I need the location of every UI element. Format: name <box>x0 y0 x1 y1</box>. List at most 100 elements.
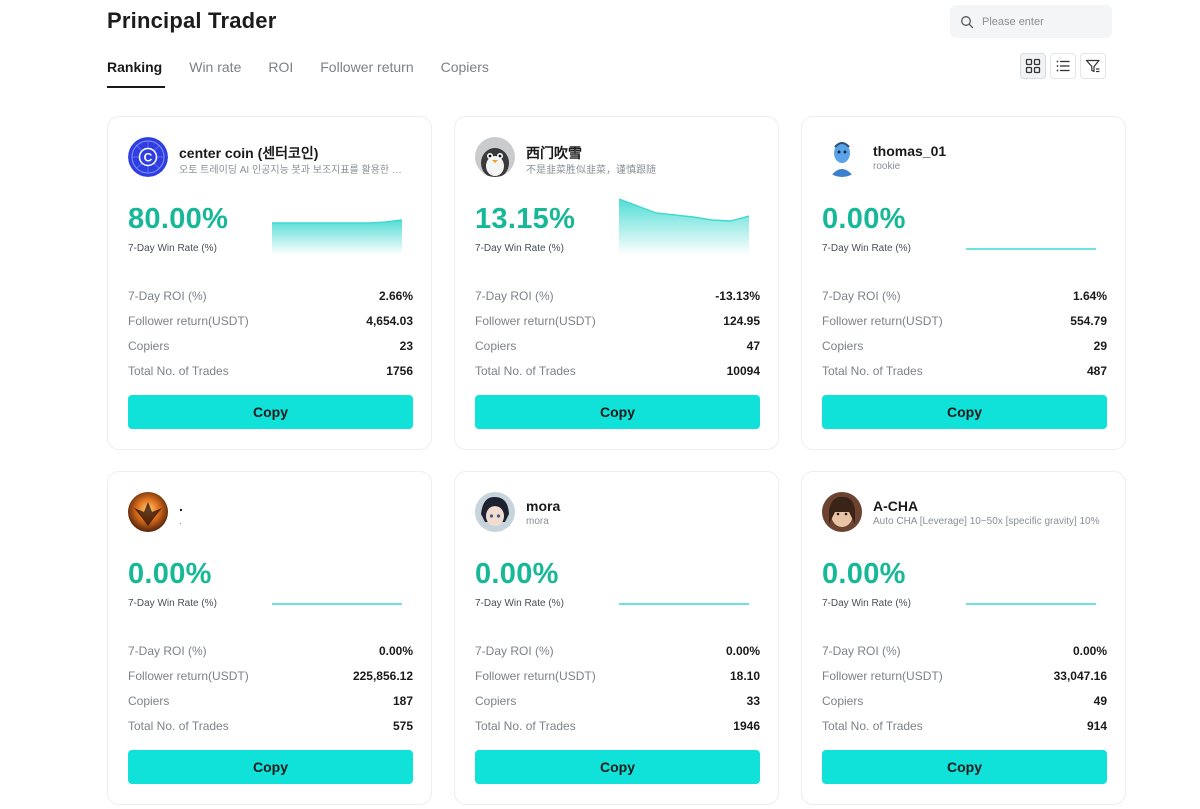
stat-label: Copiers <box>475 338 517 353</box>
copy-button[interactable]: Copy <box>128 750 413 784</box>
win-rate-label: 7-Day Win Rate (%) <box>822 243 911 254</box>
trader-card[interactable]: A-CHA Auto CHA [Leverage] 10~50x [specif… <box>801 471 1126 805</box>
win-rate-label: 7-Day Win Rate (%) <box>475 598 564 609</box>
tab-follower-return[interactable]: Follower return <box>320 59 414 75</box>
trader-name[interactable]: . <box>179 498 183 514</box>
stats-list: 7-Day ROI (%) 0.00% Follower return(USDT… <box>822 638 1107 739</box>
stat-label: Total No. of Trades <box>475 719 576 734</box>
trader-card[interactable]: . . 0.00% 7-Day Win Rate (%) 7-Day ROI (… <box>107 471 432 805</box>
blue-avatar-icon <box>822 137 862 177</box>
stat-label: Copiers <box>822 338 864 353</box>
search-box[interactable] <box>950 5 1112 38</box>
stat-label: Copiers <box>128 338 170 353</box>
grid-view-button[interactable] <box>1020 53 1046 79</box>
follower-return-value: 225,856.12 <box>352 668 413 683</box>
avatar[interactable] <box>128 492 168 532</box>
avatar[interactable] <box>475 492 515 532</box>
copy-button[interactable]: Copy <box>822 395 1107 429</box>
stat-row-roi: 7-Day ROI (%) 0.00% <box>475 638 760 663</box>
copy-button[interactable]: Copy <box>475 395 760 429</box>
filter-button[interactable] <box>1080 53 1106 79</box>
trend-line <box>272 219 402 224</box>
avatar[interactable] <box>822 492 862 532</box>
avatar[interactable] <box>475 137 515 177</box>
stat-label: 7-Day ROI (%) <box>475 643 554 658</box>
trend-line <box>619 198 749 222</box>
avatar[interactable]: C <box>128 137 168 177</box>
stat-row-copiers: Copiers 23 <box>128 333 413 358</box>
copy-button[interactable]: Copy <box>475 750 760 784</box>
stat-label: Follower return(USDT) <box>128 313 249 328</box>
trader-name[interactable]: center coin (센터코인) <box>179 145 319 161</box>
total-trades-value: 10094 <box>726 364 760 379</box>
trader-card[interactable]: C center coin (센터코인) 오토 트레이딩 AI 인공지능 봇과 … <box>107 116 432 450</box>
trader-name[interactable]: A-CHA <box>873 498 919 514</box>
svg-text:C: C <box>144 151 153 165</box>
stats-list: 7-Day ROI (%) -13.13% Follower return(US… <box>475 283 760 384</box>
stat-label: Copiers <box>128 693 170 708</box>
filter-icon <box>1085 59 1100 73</box>
roi-value: 0.00% <box>1072 643 1107 658</box>
stats-list: 7-Day ROI (%) 0.00% Follower return(USDT… <box>128 638 413 739</box>
trader-card[interactable]: 西门吹雪 不是韭菜胜似韭菜，谨慎跟随 13.15% 7-Day Win Rate… <box>454 116 779 450</box>
tab-roi[interactable]: ROI <box>268 59 294 75</box>
copiers-value: 49 <box>1093 693 1107 708</box>
trader-bio: Auto CHA [Leverage] 10~50x [specific gra… <box>873 516 1100 527</box>
copy-button[interactable]: Copy <box>822 750 1107 784</box>
stat-row-total-trades: Total No. of Trades 575 <box>128 714 413 739</box>
roi-value: -13.13% <box>715 288 760 303</box>
tab-win-rate[interactable]: Win rate <box>189 59 242 75</box>
stat-label: Follower return(USDT) <box>475 668 596 683</box>
copiers-value: 187 <box>392 693 413 708</box>
search-input[interactable] <box>982 15 1102 28</box>
stat-row-total-trades: Total No. of Trades 10094 <box>475 359 760 384</box>
list-view-button[interactable] <box>1050 53 1076 79</box>
roi-value: 2.66% <box>378 288 413 303</box>
stat-row-roi: 7-Day ROI (%) 0.00% <box>128 638 413 663</box>
tab-copiers[interactable]: Copiers <box>440 59 489 75</box>
win-rate-value: 13.15% <box>475 203 576 235</box>
stat-row-follower-return: Follower return(USDT) 225,856.12 <box>128 663 413 688</box>
win-rate-label: 7-Day Win Rate (%) <box>128 243 217 254</box>
total-trades-value: 1946 <box>733 719 760 734</box>
trader-name[interactable]: mora <box>526 498 561 514</box>
list-view-icon <box>1056 60 1070 72</box>
trader-bio: rookie <box>873 161 901 172</box>
copiers-value: 23 <box>399 338 413 353</box>
follower-return-value: 33,047.16 <box>1053 668 1107 683</box>
stat-row-roi: 7-Day ROI (%) 2.66% <box>128 283 413 308</box>
follower-return-value: 554.79 <box>1070 313 1107 328</box>
trader-card[interactable]: mora mora 0.00% 7-Day Win Rate (%) 7-Day… <box>454 471 779 805</box>
trader-name[interactable]: 西门吹雪 <box>526 145 582 161</box>
trader-bio: . <box>179 516 182 527</box>
win-rate-value: 0.00% <box>822 558 906 590</box>
stat-row-roi: 7-Day ROI (%) 1.64% <box>822 283 1107 308</box>
tab-ranking[interactable]: Ranking <box>107 58 166 88</box>
trader-bio: 不是韭菜胜似韭菜，谨慎跟随 <box>526 165 656 176</box>
stat-label: Follower return(USDT) <box>822 668 943 683</box>
stat-row-copiers: Copiers 49 <box>822 688 1107 713</box>
total-trades-value: 914 <box>1086 719 1107 734</box>
follower-return-value: 124.95 <box>723 313 760 328</box>
total-trades-value: 1756 <box>386 364 413 379</box>
stat-row-total-trades: Total No. of Trades 487 <box>822 359 1107 384</box>
total-trades-value: 487 <box>1086 364 1107 379</box>
avatar[interactable] <box>822 137 862 177</box>
copiers-value: 47 <box>746 338 760 353</box>
win-rate-label: 7-Day Win Rate (%) <box>475 243 564 254</box>
anime-avatar-icon <box>475 492 515 532</box>
stat-row-roi: 7-Day ROI (%) -13.13% <box>475 283 760 308</box>
copiers-value: 29 <box>1093 338 1107 353</box>
stats-list: 7-Day ROI (%) 0.00% Follower return(USDT… <box>475 638 760 739</box>
copy-button[interactable]: Copy <box>128 395 413 429</box>
stat-row-follower-return: Follower return(USDT) 33,047.16 <box>822 663 1107 688</box>
total-trades-value: 575 <box>392 719 413 734</box>
roi-value: 0.00% <box>378 643 413 658</box>
stat-row-follower-return: Follower return(USDT) 554.79 <box>822 308 1107 333</box>
trader-card[interactable]: thomas_01 rookie 0.00% 7-Day Win Rate (%… <box>801 116 1126 450</box>
win-rate-value: 80.00% <box>128 203 229 235</box>
stat-row-follower-return: Follower return(USDT) 18.10 <box>475 663 760 688</box>
stat-label: 7-Day ROI (%) <box>128 643 207 658</box>
win-rate-value: 0.00% <box>822 203 906 235</box>
trader-name[interactable]: thomas_01 <box>873 143 947 159</box>
